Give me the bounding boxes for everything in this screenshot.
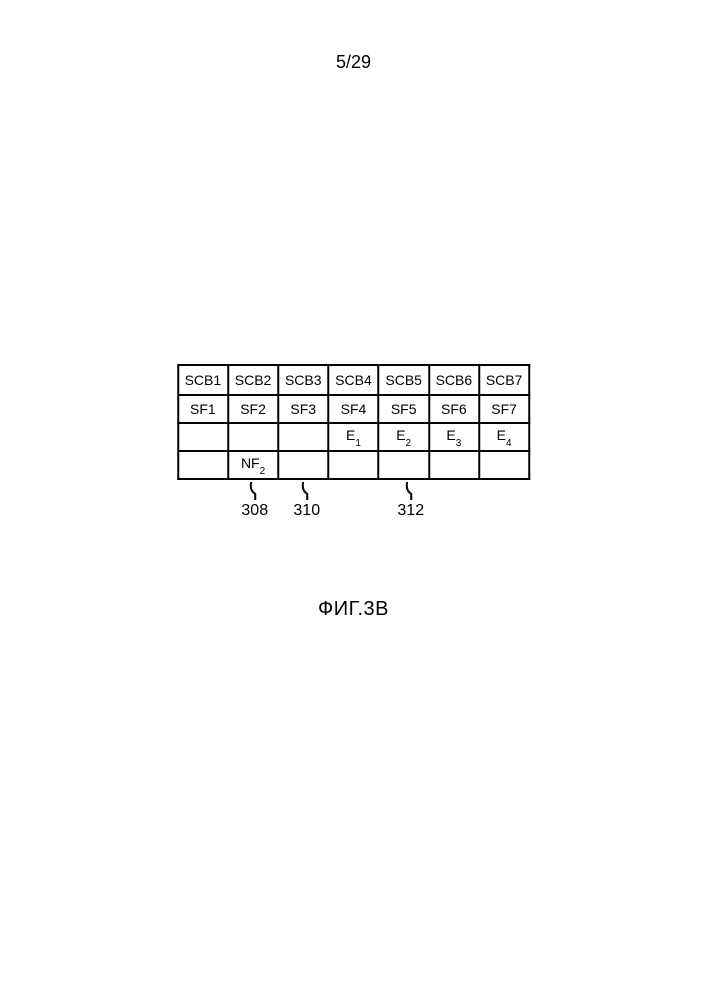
callout-hook-icon [401,482,421,500]
cell-nf-blank2 [278,451,328,479]
cell-scb3: SCB3 [278,365,328,395]
cell-nf2-base: NF [241,455,260,471]
cell-e4-base: E [497,427,506,443]
callout-308: 308 [229,482,281,520]
page-number: 5/29 [0,52,707,73]
cell-sf4: SF4 [328,395,378,423]
callouts: 308 310 312 [177,482,531,542]
cell-sf1: SF1 [178,395,228,423]
cell-e3-sub: 3 [456,438,462,449]
cell-e2: E2 [379,423,429,451]
cell-scb4: SCB4 [328,365,378,395]
cell-sf7: SF7 [479,395,529,423]
cell-scb7: SCB7 [479,365,529,395]
cell-e3-base: E [446,427,455,443]
cell-sf2: SF2 [228,395,278,423]
cell-nf-blank4 [379,451,429,479]
callout-hook-icon [297,482,317,500]
cell-nf2-sub: 2 [260,466,266,477]
cell-scb1: SCB1 [178,365,228,395]
figure-caption: ФИГ.3В [0,598,707,621]
cell-e-blank2 [228,423,278,451]
callout-312-label: 312 [397,502,424,519]
cell-e1-base: E [346,427,355,443]
callout-hook-icon [245,482,265,500]
callout-308-label: 308 [241,502,268,519]
table-row-nf: NF2 [178,451,530,479]
cell-nf-blank5 [429,451,479,479]
cell-nf-blank6 [479,451,529,479]
cell-sf3: SF3 [278,395,328,423]
table-row-sf: SF1 SF2 SF3 SF4 SF5 SF6 SF7 [178,395,530,423]
cell-e2-base: E [396,427,405,443]
cell-e1-sub: 1 [355,438,361,449]
diagram-table: SCB1 SCB2 SCB3 SCB4 SCB5 SCB6 SCB7 SF1 S… [177,364,531,480]
cell-e4: E4 [479,423,529,451]
cell-e1: E1 [328,423,378,451]
cell-nf-blank0 [178,451,228,479]
cell-e-blank1 [178,423,228,451]
cell-e3: E3 [429,423,479,451]
callout-312: 312 [385,482,437,520]
cell-scb6: SCB6 [429,365,479,395]
cell-sf6: SF6 [429,395,479,423]
page: 5/29 SCB1 SCB2 SCB3 SCB4 SCB5 SCB6 SCB7 … [0,0,707,1000]
cell-e-blank3 [278,423,328,451]
cell-scb5: SCB5 [379,365,429,395]
cell-scb2: SCB2 [228,365,278,395]
callout-310-label: 310 [293,502,320,519]
callout-310: 310 [281,482,333,520]
cell-nf-blank3 [328,451,378,479]
diagram-table-wrap: SCB1 SCB2 SCB3 SCB4 SCB5 SCB6 SCB7 SF1 S… [177,364,531,480]
cell-e4-sub: 4 [506,438,512,449]
cell-sf5: SF5 [379,395,429,423]
cell-e2-sub: 2 [406,438,412,449]
table-row-scb: SCB1 SCB2 SCB3 SCB4 SCB5 SCB6 SCB7 [178,365,530,395]
table-row-e: E1 E2 E3 E4 [178,423,530,451]
cell-nf2: NF2 [228,451,278,479]
